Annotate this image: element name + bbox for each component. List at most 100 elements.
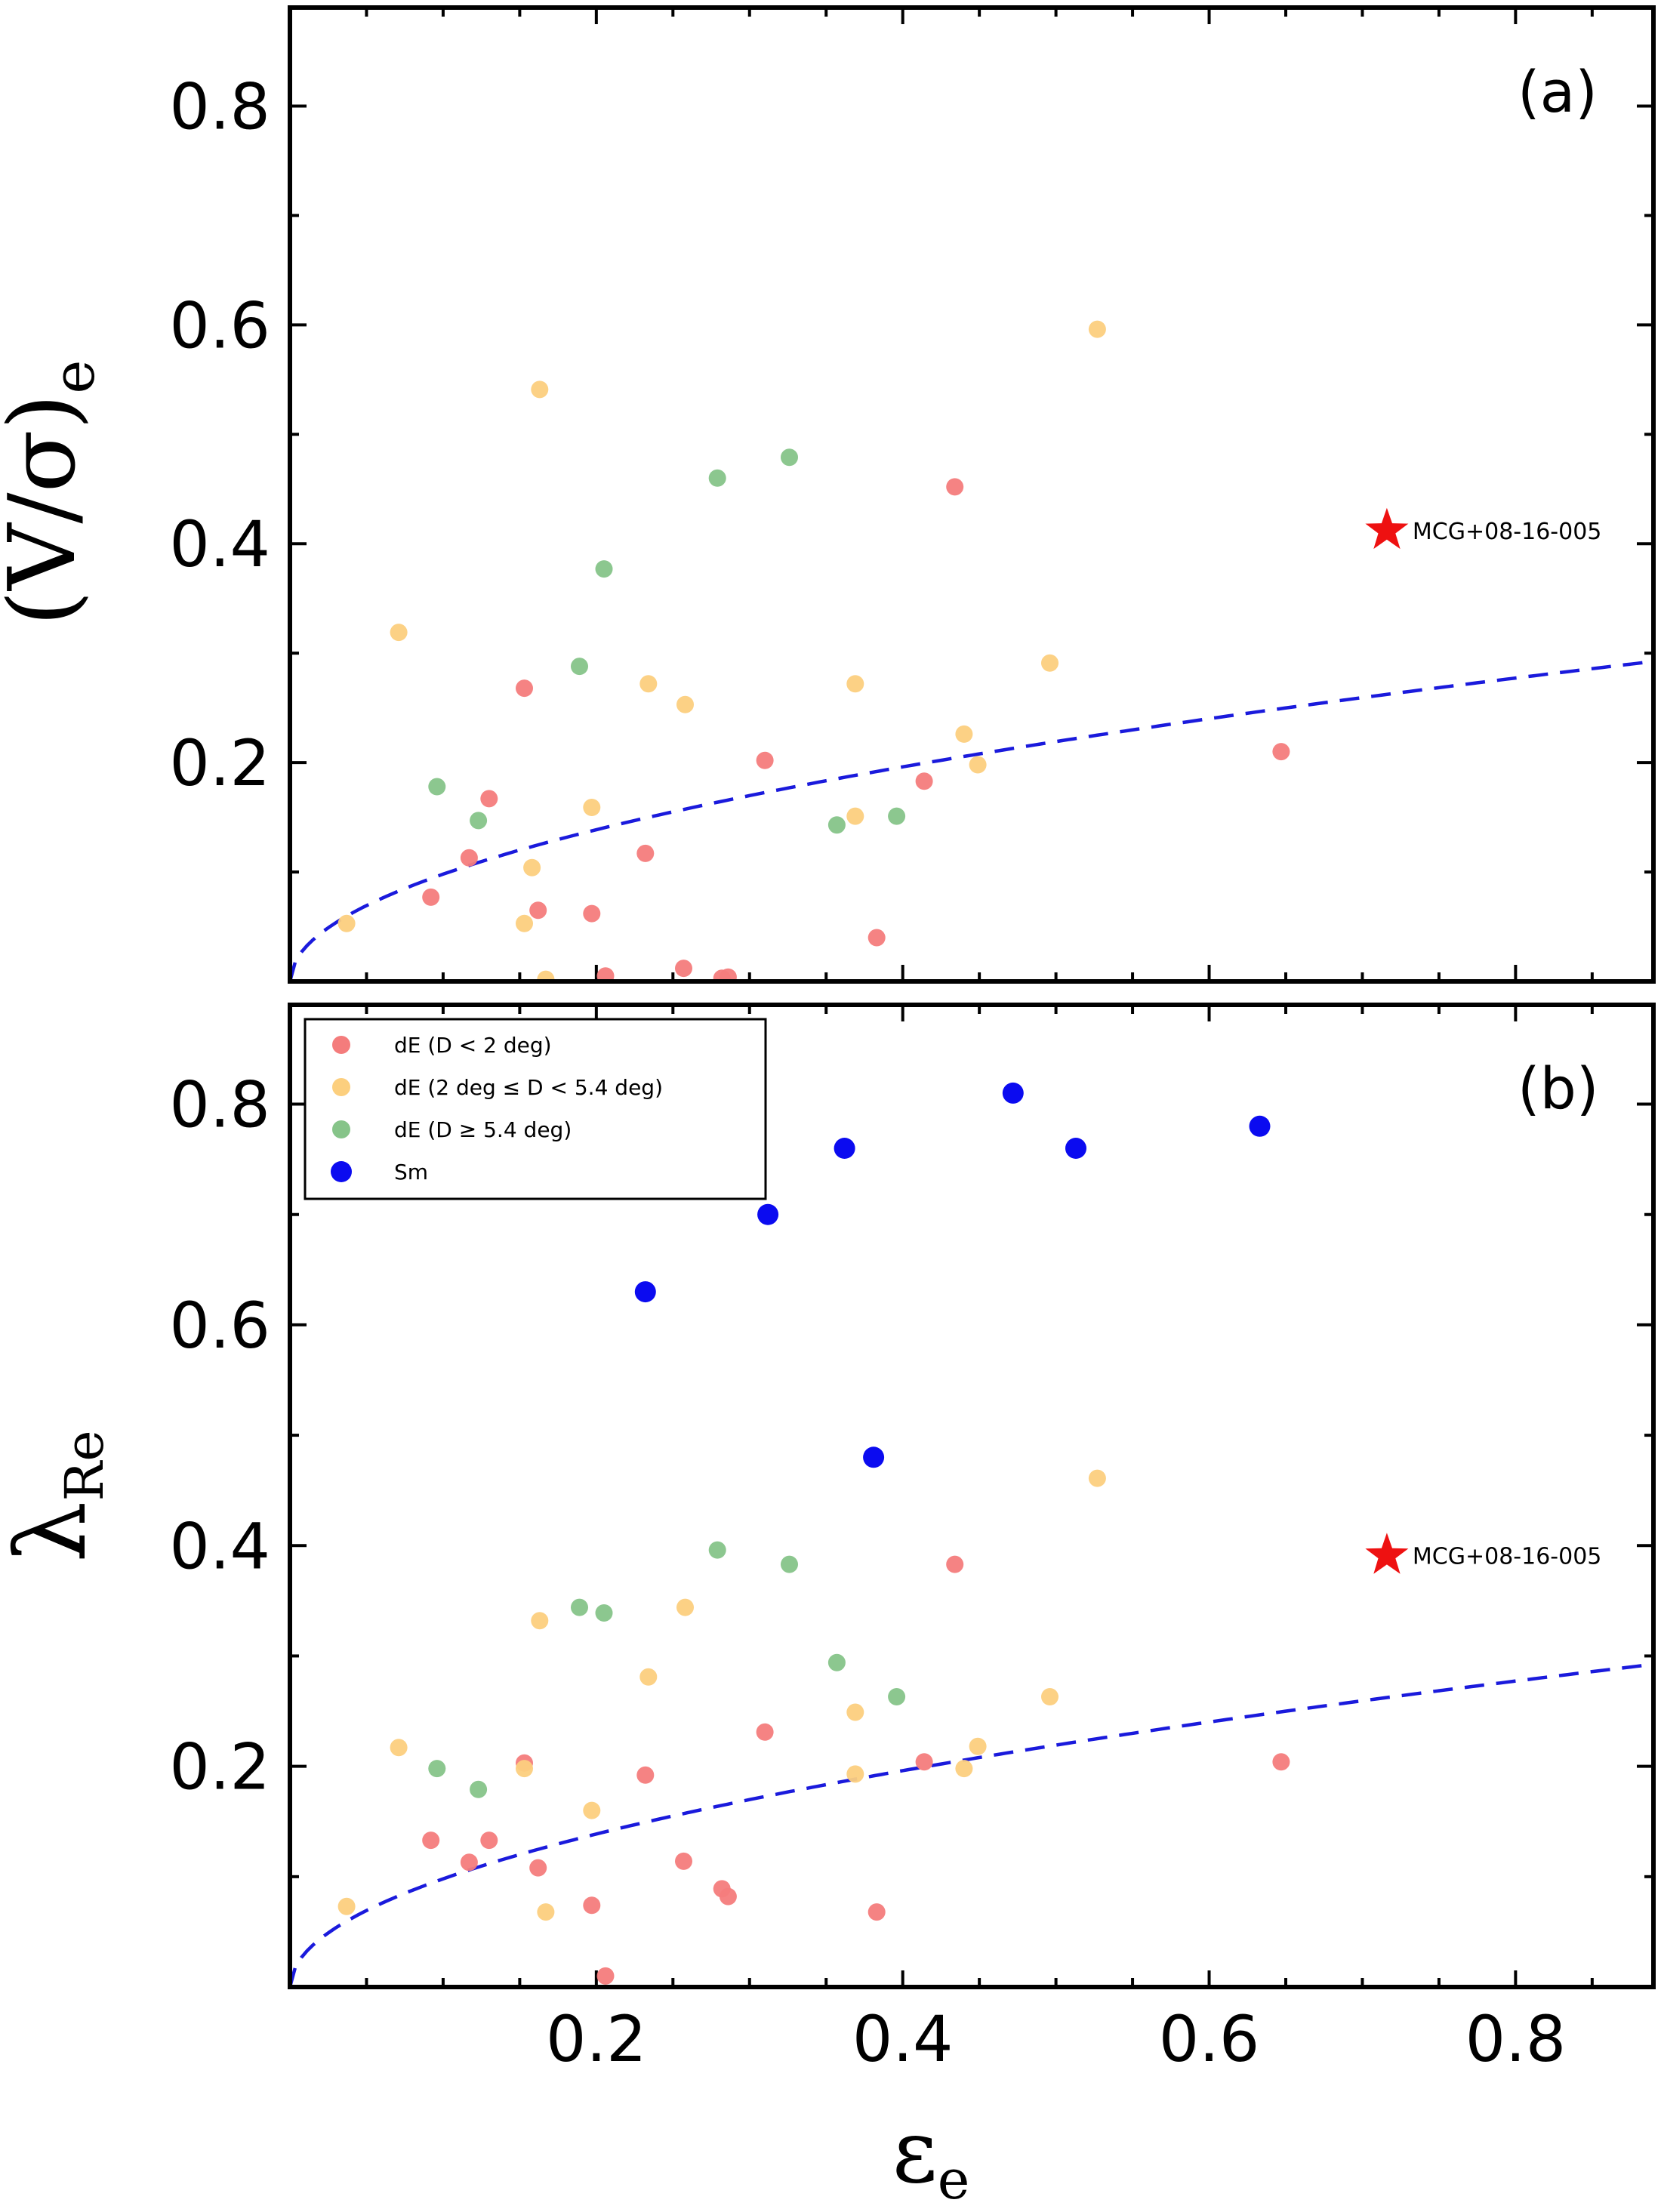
de-point-orange <box>537 970 555 981</box>
de-point-orange <box>1041 654 1059 672</box>
de-point-orange <box>955 1760 973 1778</box>
de-point-green <box>571 658 588 676</box>
de-point-red <box>583 1896 601 1915</box>
y-tick-label: 0.2 <box>169 726 270 800</box>
de-point-orange <box>531 1612 549 1630</box>
de-point-orange <box>523 858 541 876</box>
de-point-red <box>422 888 440 906</box>
de-point-red <box>596 967 615 981</box>
x-tick-label: 0.2 <box>546 2002 647 2076</box>
panel-b: (b) MCG+08-16-005 λRe dE (D < 2 deg) dE … <box>0 1003 1656 1989</box>
y-tick-label: 0.8 <box>169 1068 270 1142</box>
de-point-red <box>719 968 737 981</box>
svg-text:εe: εe <box>892 2101 970 2211</box>
x-axis-title-sub: e <box>938 2148 970 2211</box>
de-point-orange <box>1088 320 1106 338</box>
y-tick-label: 0.6 <box>169 1289 270 1363</box>
panel-b-points <box>337 1082 1290 1985</box>
panel-b-frame <box>288 1003 1656 1989</box>
panel-a-frame <box>288 5 1656 984</box>
y-tick-label: 0.6 <box>169 288 270 362</box>
de-point-green <box>571 1598 588 1616</box>
de-point-red <box>480 790 498 808</box>
panel-a-points <box>337 320 1290 981</box>
de-point-green <box>781 1555 798 1573</box>
de-point-orange <box>969 756 987 774</box>
de-point-green <box>827 1653 846 1671</box>
de-point-green <box>470 1780 488 1798</box>
de-point-orange <box>639 675 658 693</box>
de-point-red <box>636 1766 655 1784</box>
de-point-green <box>595 1604 613 1622</box>
de-point-red <box>460 1853 478 1872</box>
de-point-red <box>422 1832 440 1850</box>
de-point-orange <box>390 1739 408 1757</box>
panel-a: (a) MCG+08-16-005 (V/σ)e 0.2 0.4 0.6 0.8 <box>0 5 1656 984</box>
de-point-red <box>946 478 964 496</box>
legend-marker-green <box>332 1120 350 1138</box>
panel-a-dashed-curve <box>288 659 1654 982</box>
de-point-orange <box>337 914 356 932</box>
panel-b-star-label: MCG+08-16-005 <box>1413 1543 1601 1570</box>
de-point-orange <box>537 1903 555 1921</box>
panel-b-ylabel-main: λ <box>0 1502 108 1563</box>
de-point-red <box>596 1967 615 1985</box>
de-point-red <box>915 772 933 790</box>
x-tick-label: 0.6 <box>1159 2002 1260 2076</box>
x-tick-label: 0.8 <box>1465 2002 1567 2076</box>
de-point-orange <box>846 807 864 825</box>
legend-marker-orange <box>332 1078 350 1096</box>
panel-a-label: (a) <box>1518 58 1598 125</box>
sm-point <box>1249 1115 1271 1137</box>
de-point-red <box>756 751 774 769</box>
svg-text:λRe: λRe <box>0 1430 116 1562</box>
de-point-red <box>675 960 692 978</box>
x-axis-title: εe <box>892 2101 970 2211</box>
legend-marker-blue <box>331 1161 352 1182</box>
panel-a-ticks <box>290 8 1653 981</box>
panel-b-ylabel-sub: Re <box>54 1430 116 1501</box>
de-point-red <box>915 1753 933 1771</box>
de-point-orange <box>1041 1688 1059 1705</box>
de-point-red <box>529 1859 547 1877</box>
de-point-orange <box>390 624 408 642</box>
sm-point <box>863 1446 885 1468</box>
de-point-orange <box>676 1598 694 1616</box>
de-point-orange <box>676 695 694 713</box>
legend: dE (D < 2 deg) dE (2 deg ≤ D < 5.4 deg) … <box>304 1018 767 1200</box>
de-point-green <box>470 812 488 830</box>
legend-label-green: dE (D ≥ 5.4 deg) <box>394 1117 572 1142</box>
panel-a-star-label: MCG+08-16-005 <box>1413 519 1601 545</box>
legend-label-blue: Sm <box>394 1160 428 1185</box>
sm-point <box>834 1138 855 1159</box>
de-point-orange <box>846 675 864 693</box>
de-point-red <box>946 1555 964 1573</box>
de-point-green <box>888 807 906 825</box>
de-point-red <box>516 679 533 698</box>
de-point-red <box>867 929 886 947</box>
de-point-green <box>428 1760 446 1778</box>
de-point-red <box>636 844 655 862</box>
panel-a-ylabel-main: (V/σ) <box>0 394 96 627</box>
de-point-green <box>888 1688 906 1705</box>
de-point-green <box>781 448 798 467</box>
de-point-orange <box>583 1801 601 1819</box>
de-point-red <box>460 849 478 867</box>
y-tick-label: 0.2 <box>169 1730 270 1804</box>
de-point-orange <box>531 380 549 399</box>
legend-label-orange: dE (2 deg ≤ D < 5.4 deg) <box>394 1075 663 1100</box>
sm-point <box>634 1281 656 1303</box>
de-point-green <box>428 778 446 796</box>
de-point-orange <box>639 1668 658 1686</box>
de-point-green <box>708 1541 726 1559</box>
de-point-orange <box>583 799 601 816</box>
de-point-orange <box>516 914 533 932</box>
panel-b-dashed-curve <box>288 1662 1654 1988</box>
de-point-green <box>595 560 613 578</box>
panel-a-ylabel-sub: e <box>40 360 107 394</box>
legend-box <box>304 1018 767 1200</box>
de-point-red <box>756 1723 774 1741</box>
y-tick-label: 0.4 <box>169 507 270 581</box>
sm-point <box>1065 1138 1086 1159</box>
y-tick-label: 0.4 <box>169 1509 270 1583</box>
